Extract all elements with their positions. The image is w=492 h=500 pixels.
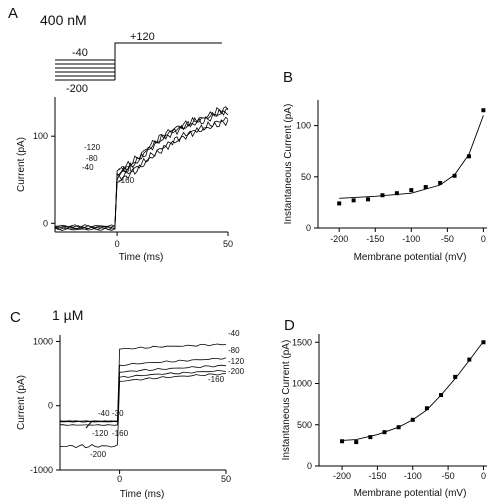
a-trace-label: -160 bbox=[118, 176, 135, 185]
c-trace bbox=[59, 357, 227, 422]
c-label-pointer bbox=[85, 420, 93, 429]
c-x-tick-label: 0 bbox=[117, 474, 122, 484]
chart-b: 0 50 100 -200 -150 -100 -50 0 Membrane potential… bbox=[283, 100, 487, 263]
d-y-tick-label: 1000 bbox=[292, 379, 312, 389]
c-prepulse-label: -30 bbox=[112, 409, 124, 418]
c-prepulse-label: -200 bbox=[90, 450, 107, 459]
a-y-axis-label: Current (pA) bbox=[16, 137, 27, 192]
a-x-axis-label: Time (ms) bbox=[119, 252, 164, 263]
c-trace bbox=[59, 343, 227, 422]
protocol-label-plus120: +120 bbox=[130, 31, 155, 43]
d-x-tick-label: -200 bbox=[333, 471, 351, 481]
d-x-axis-label: Membrane potential (mV) bbox=[354, 488, 467, 499]
b-data-point bbox=[423, 185, 428, 190]
b-data-point bbox=[351, 198, 356, 203]
b-data-point bbox=[409, 188, 414, 193]
a-trace bbox=[55, 119, 229, 229]
d-data-point bbox=[439, 393, 444, 398]
c-prepulse-label: -120 bbox=[92, 429, 109, 438]
b-data-point bbox=[466, 154, 471, 159]
d-data-point bbox=[453, 374, 458, 379]
b-y-tick-label: 50 bbox=[301, 172, 311, 182]
d-data-point bbox=[354, 440, 359, 445]
d-x-tick-label: -50 bbox=[442, 471, 455, 481]
d-data-point bbox=[382, 430, 387, 435]
b-x-tick-label: -100 bbox=[402, 234, 420, 244]
d-x-tick-label: -150 bbox=[368, 471, 386, 481]
a-trace-label: -120 bbox=[84, 143, 101, 152]
b-data-point bbox=[452, 173, 457, 178]
chart-c: -1000 0 1000 0 50 Time (ms) Current (pA) -40 -80… bbox=[16, 329, 245, 500]
b-x-tick-label: 0 bbox=[481, 234, 486, 244]
a-trace-label: -200 bbox=[118, 165, 135, 174]
c-trace bbox=[59, 373, 227, 449]
c-y-tick-label: -1000 bbox=[30, 465, 53, 475]
b-data-point bbox=[380, 193, 385, 198]
c-trace bbox=[59, 364, 227, 423]
a-y-tick-label: 100 bbox=[33, 131, 48, 141]
c-prepulse-label: -160 bbox=[112, 429, 129, 438]
b-data-point bbox=[366, 197, 371, 202]
chart-a: 0 100 0 50 Time (ms) Current (pA) -120 -80-40 -2… bbox=[16, 97, 233, 263]
d-x-tick-label: 0 bbox=[481, 471, 486, 481]
b-data-point bbox=[394, 191, 399, 196]
a-trace bbox=[54, 107, 229, 228]
a-trace bbox=[54, 106, 229, 230]
panel-label-c: C bbox=[10, 309, 21, 326]
b-y-tick-label: 0 bbox=[306, 223, 311, 233]
c-trace-label: -160 bbox=[208, 375, 225, 384]
a-trace bbox=[54, 116, 229, 231]
concentration-label-a: 400 nM bbox=[40, 12, 87, 28]
b-data-point bbox=[337, 201, 342, 206]
d-y-axis-label: Instantaneous Current (pA) bbox=[281, 340, 292, 461]
a-trace-label: -40 bbox=[82, 163, 94, 172]
c-y-tick-label: 1000 bbox=[33, 336, 53, 346]
b-x-axis-label: Membrane potential (mV) bbox=[354, 252, 467, 263]
d-data-point bbox=[467, 357, 472, 362]
panel-label-b: B bbox=[283, 69, 293, 86]
a-trace-label: -80 bbox=[86, 154, 98, 163]
d-data-point bbox=[481, 340, 486, 345]
concentration-label-c: 1 µM bbox=[52, 307, 83, 323]
c-trace-label: -200 bbox=[228, 367, 245, 376]
b-x-tick-label: -200 bbox=[330, 234, 348, 244]
c-trace-label: -120 bbox=[228, 357, 245, 366]
chart-d: 0 500 1000 1500 -200 -150 -100 -50 0 Membrane pot… bbox=[281, 334, 487, 499]
d-data-point bbox=[340, 439, 345, 444]
b-y-axis-label: Instantaneous Current (pA) bbox=[283, 104, 294, 225]
a-x-tick-label: 50 bbox=[223, 239, 233, 249]
c-x-tick-label: 50 bbox=[221, 474, 231, 484]
d-y-tick-label: 0 bbox=[307, 461, 312, 471]
c-y-tick-label: 0 bbox=[48, 401, 53, 411]
d-x-tick-label: -100 bbox=[404, 471, 422, 481]
a-trace bbox=[54, 110, 229, 231]
c-trace bbox=[59, 370, 227, 426]
a-x-tick-label: 0 bbox=[115, 239, 120, 249]
d-data-point bbox=[368, 435, 373, 440]
d-y-tick-label: 500 bbox=[297, 420, 312, 430]
d-data-point bbox=[424, 406, 429, 411]
d-data-point bbox=[410, 417, 415, 422]
b-fit-curve bbox=[339, 115, 484, 199]
a-y-tick-label: 0 bbox=[43, 218, 48, 228]
b-y-tick-label: 100 bbox=[296, 121, 311, 131]
d-y-tick-label: 1500 bbox=[292, 337, 312, 347]
b-x-tick-label: -50 bbox=[441, 234, 454, 244]
b-data-point bbox=[438, 180, 443, 185]
c-x-axis-label: Time (ms) bbox=[120, 489, 165, 500]
c-prepulse-label: -40 bbox=[98, 409, 110, 418]
b-x-tick-label: -150 bbox=[366, 234, 384, 244]
protocol-label-minus40: -40 bbox=[72, 47, 88, 59]
c-trace-label: -40 bbox=[228, 329, 240, 338]
b-data-point bbox=[481, 108, 486, 113]
panel-label-d: D bbox=[284, 317, 295, 334]
c-trace-label: -80 bbox=[228, 346, 240, 355]
c-y-axis-label: Current (pA) bbox=[16, 375, 27, 430]
d-data-point bbox=[396, 425, 401, 430]
d-fit-curve bbox=[342, 341, 484, 441]
protocol-label-minus200: -200 bbox=[66, 83, 88, 95]
voltage-protocol: +120 -40 -200 bbox=[55, 31, 222, 95]
panel-label-a: A bbox=[8, 5, 18, 22]
